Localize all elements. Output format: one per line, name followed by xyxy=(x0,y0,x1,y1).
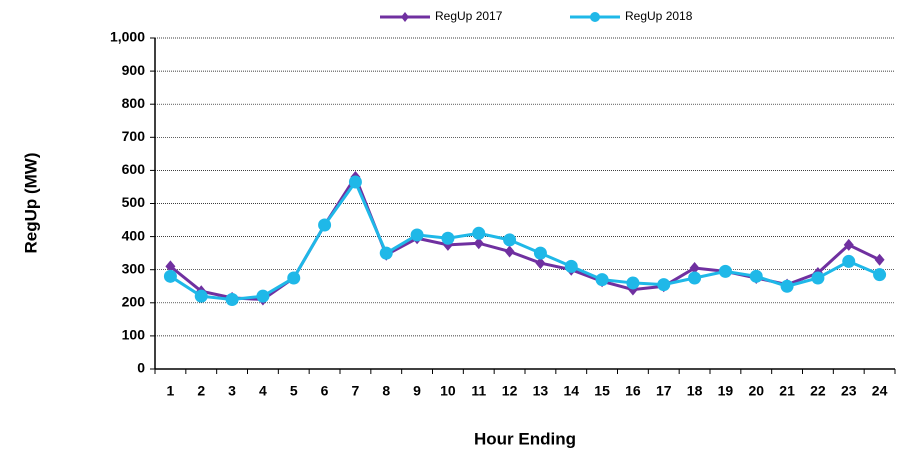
point xyxy=(873,268,887,282)
x-tick-label: 20 xyxy=(748,383,764,399)
series-line xyxy=(169,178,881,301)
point xyxy=(595,273,609,287)
y-tick-label: 100 xyxy=(122,327,146,343)
x-tick-label: 11 xyxy=(471,383,486,399)
x-tick-label: 9 xyxy=(413,383,421,399)
x-tick-label: 8 xyxy=(382,383,390,399)
point xyxy=(473,237,484,250)
x-tick-label: 1 xyxy=(167,383,175,399)
x-axis-title: Hour Ending xyxy=(474,429,576,448)
y-tick-label: 0 xyxy=(137,360,145,376)
x-tick-label: 12 xyxy=(502,383,518,399)
legend-label: RegUp 2017 xyxy=(435,9,503,23)
x-tick-label: 4 xyxy=(259,383,267,399)
x-tick-label: 10 xyxy=(440,383,456,399)
x-tick-label: 3 xyxy=(228,383,236,399)
x-tick-label: 13 xyxy=(533,383,549,399)
x-tick-label: 16 xyxy=(625,383,641,399)
point xyxy=(287,271,301,285)
point xyxy=(842,254,856,268)
point xyxy=(535,257,546,270)
y-tick-label: 700 xyxy=(122,128,146,144)
x-tick-label: 2 xyxy=(197,383,205,399)
x-tick-label: 14 xyxy=(563,383,579,399)
point xyxy=(504,245,515,258)
point xyxy=(225,292,239,306)
x-tick-label: 5 xyxy=(290,383,298,399)
y-tick-label: 500 xyxy=(122,194,146,210)
y-axis-title: RegUp (MW) xyxy=(21,152,40,253)
point xyxy=(533,246,547,260)
y-tick-label: 200 xyxy=(122,294,146,310)
y-tick-label: 600 xyxy=(122,161,146,177)
x-tick-label: 24 xyxy=(872,383,888,399)
point xyxy=(811,271,825,285)
legend-marker xyxy=(401,12,409,22)
x-tick-label: 6 xyxy=(321,383,329,399)
point xyxy=(780,279,794,293)
x-tick-label: 17 xyxy=(656,383,672,399)
x-tick-label: 18 xyxy=(687,383,703,399)
y-tick-label: 400 xyxy=(122,227,146,243)
point xyxy=(503,233,517,247)
point xyxy=(194,289,208,303)
point xyxy=(165,260,176,273)
point xyxy=(163,269,177,283)
point xyxy=(843,238,854,251)
point xyxy=(874,253,885,266)
point xyxy=(689,262,700,275)
point xyxy=(657,278,671,292)
point xyxy=(410,228,424,242)
point xyxy=(718,264,732,278)
point xyxy=(348,175,362,189)
y-tick-label: 1,000 xyxy=(110,29,145,45)
x-tick-label: 23 xyxy=(841,383,857,399)
legend-label: RegUp 2018 xyxy=(625,9,693,23)
x-tick-label: 19 xyxy=(718,383,734,399)
point xyxy=(379,246,393,260)
x-tick-label: 7 xyxy=(352,383,360,399)
point xyxy=(441,231,455,245)
y-tick-label: 300 xyxy=(122,260,146,276)
point xyxy=(564,259,578,273)
x-tick-label: 21 xyxy=(779,383,795,399)
x-tick-label: 15 xyxy=(594,383,610,399)
point xyxy=(749,269,763,283)
x-tick-label: 22 xyxy=(810,383,826,399)
point xyxy=(626,276,640,290)
y-tick-label: 800 xyxy=(122,95,146,111)
point xyxy=(318,218,332,232)
point xyxy=(472,226,486,240)
y-tick-label: 900 xyxy=(122,62,146,78)
point xyxy=(688,271,702,285)
legend-marker xyxy=(590,12,600,22)
point xyxy=(256,289,270,303)
